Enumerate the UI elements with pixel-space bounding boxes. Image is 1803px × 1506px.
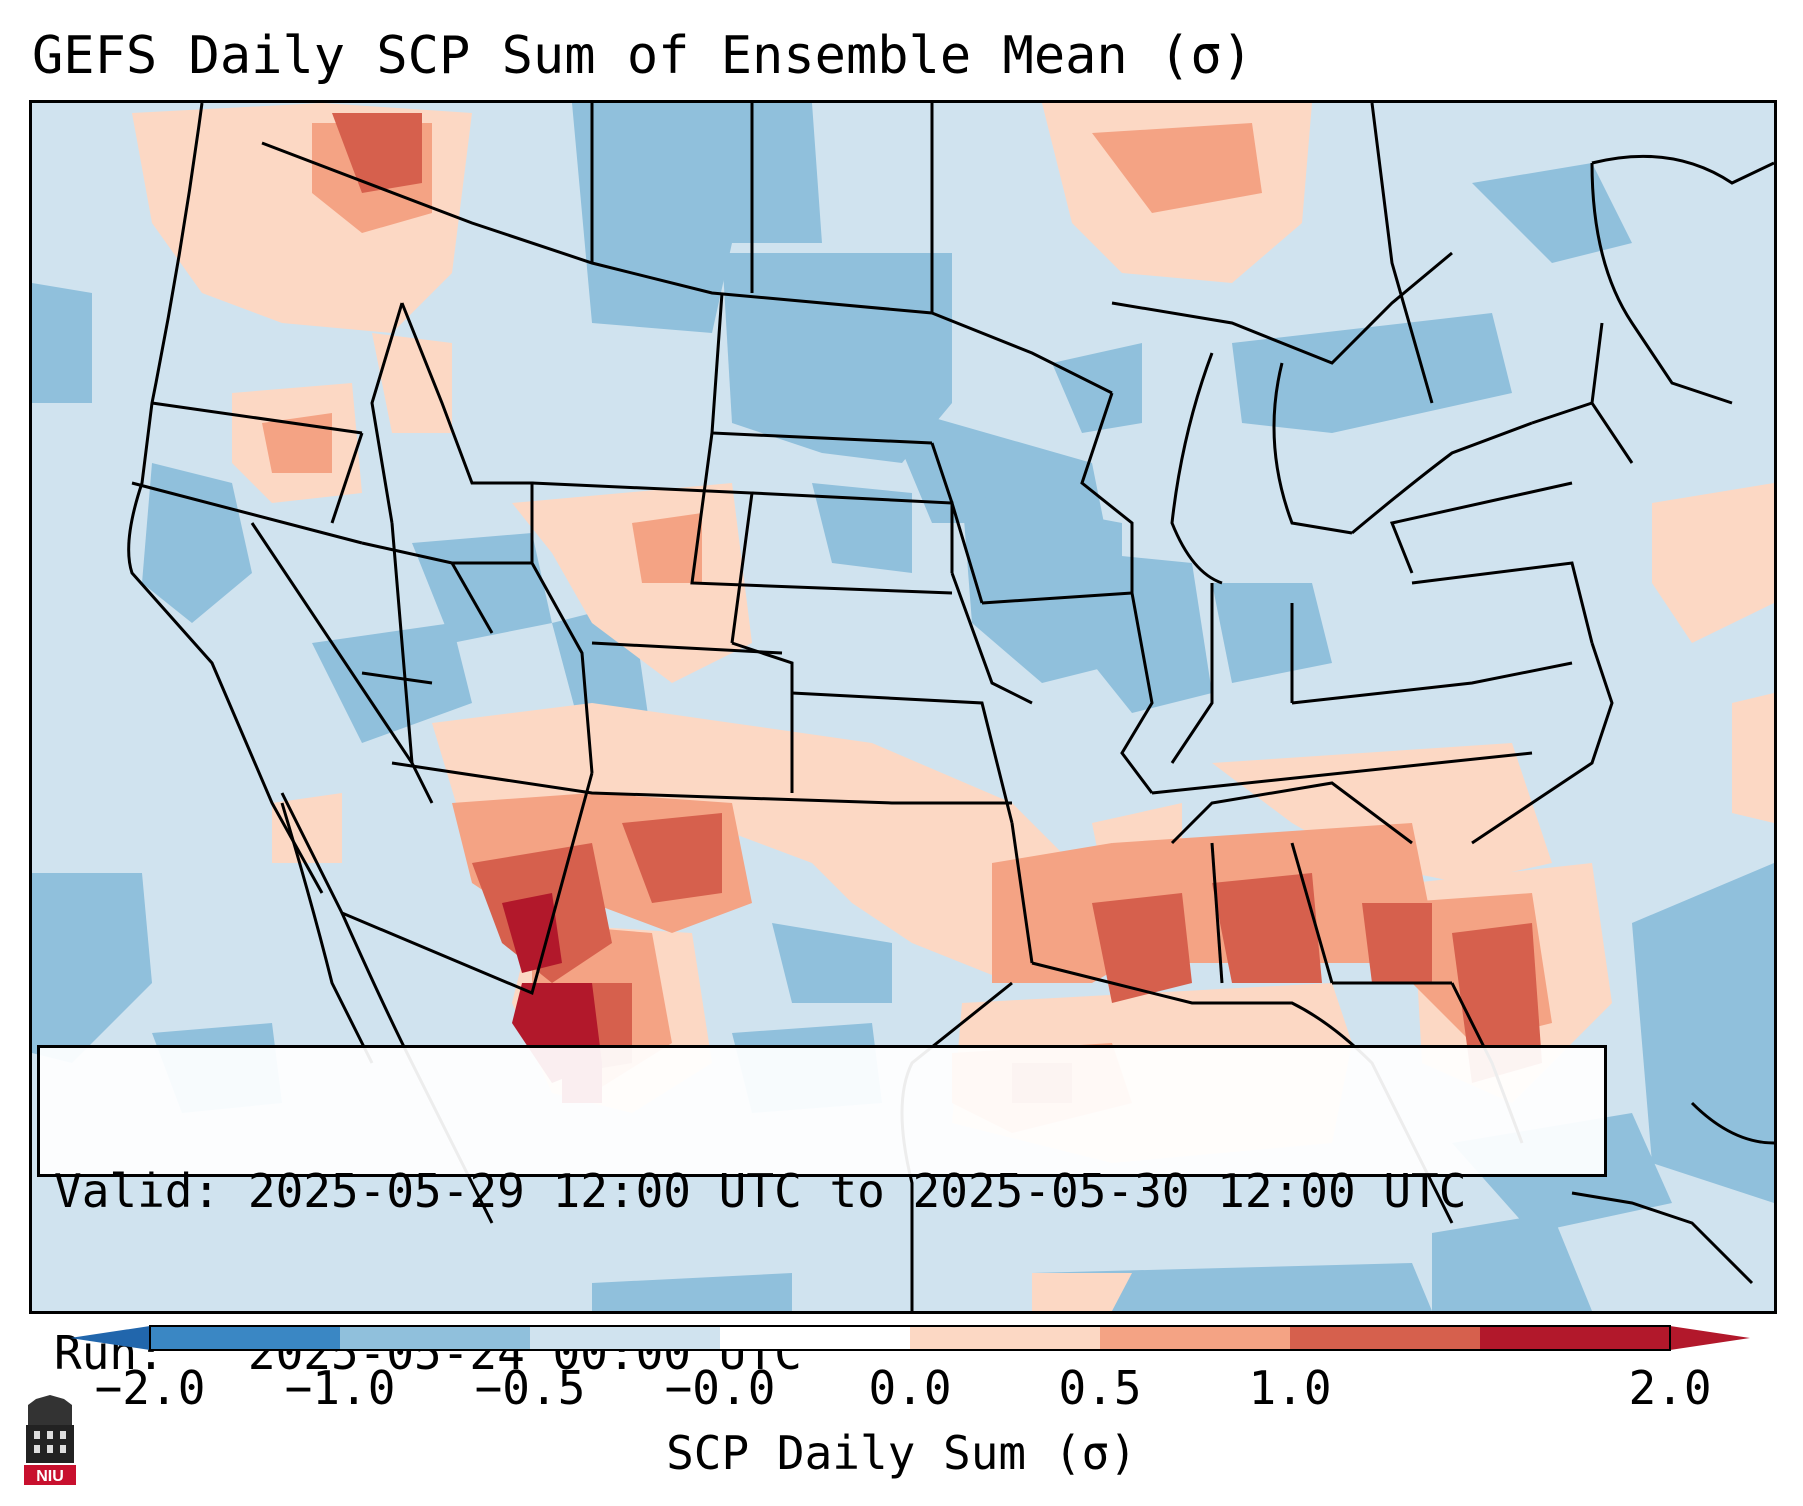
colorbar-outline	[149, 1325, 1671, 1351]
colorbar-segment	[720, 1326, 911, 1350]
scp-map	[32, 103, 1774, 1311]
colorbar-under-triangle	[70, 1326, 150, 1350]
colorbar-segment	[150, 1326, 341, 1350]
colorbar-segments	[150, 1326, 1671, 1350]
colorbar-tick-label: −0.5	[474, 1361, 586, 1415]
negative-anomaly-areas	[32, 103, 1774, 1311]
colorbar-tick-label: 0.5	[1058, 1361, 1142, 1415]
info-box: Valid: 2025-05-29 12:00 UTC to 2025-05-3…	[37, 1045, 1607, 1380]
colorbar-segment	[340, 1326, 531, 1350]
coastlines	[280, 154, 1774, 1311]
map-panel	[29, 100, 1777, 1314]
valid-label: Valid:	[54, 1164, 221, 1218]
colorbar-tick-label: −1.0	[284, 1361, 396, 1415]
colorbar-tick-label: 1.0	[1248, 1361, 1332, 1415]
colorbar-segment	[1100, 1326, 1291, 1350]
logo-text: NIU	[36, 1468, 64, 1485]
colorbar-over-triangle	[1670, 1326, 1750, 1350]
colorbar-tick-label: −0.0	[664, 1361, 776, 1415]
colorbar-tick-label: 2.0	[1628, 1361, 1712, 1415]
colorbar-segment	[530, 1326, 721, 1350]
chart-title: GEFS Daily SCP Sum of Ensemble Mean (σ)	[32, 26, 1253, 86]
valid-value: 2025-05-29 12:00 UTC to 2025-05-30 12:00…	[247, 1164, 1467, 1218]
valid-line: Valid: 2025-05-29 12:00 UTC to 2025-05-3…	[54, 1164, 1590, 1218]
logo-tower-top	[28, 1395, 72, 1425]
colorbar-segment	[1480, 1326, 1671, 1350]
colorbar-label: SCP Daily Sum (σ)	[666, 1426, 1137, 1480]
logo-tower-body	[26, 1425, 74, 1463]
colorbar-segment	[1290, 1326, 1481, 1350]
state-boundaries	[127, 103, 1634, 996]
niu-logo: NIU	[24, 1395, 76, 1485]
colorbar	[70, 1325, 1750, 1351]
logo-band	[24, 1465, 76, 1485]
colorbar-segment	[910, 1326, 1101, 1350]
colorbar-tick-label: −2.0	[94, 1361, 206, 1415]
colorbar-tick-label: 0.0	[868, 1361, 952, 1415]
